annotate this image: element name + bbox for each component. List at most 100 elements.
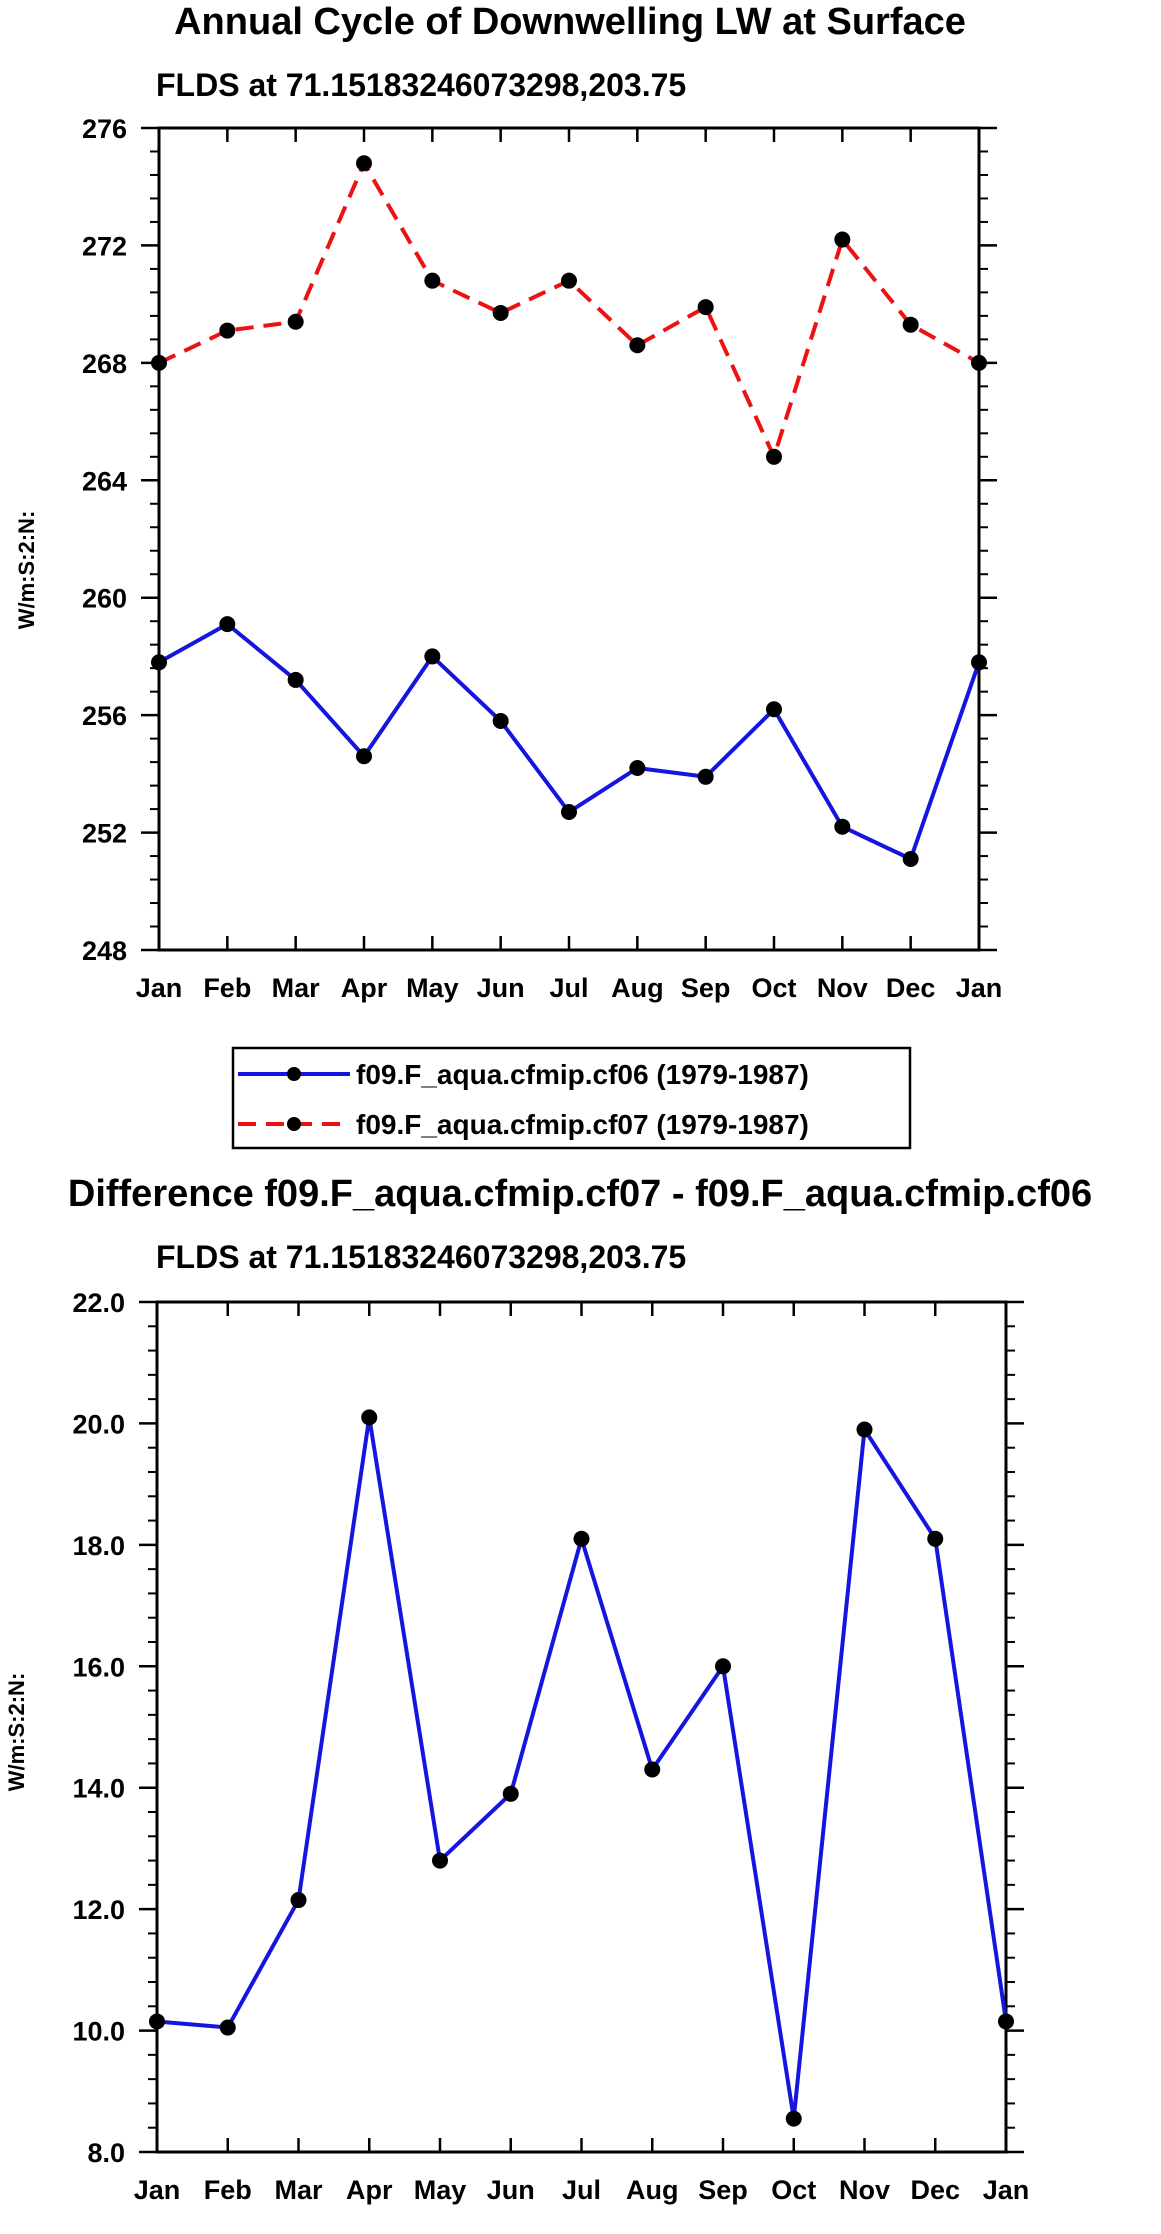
chart2-y-tick-label: 20.0: [72, 1409, 125, 1439]
chart1-y-tick-label: 268: [82, 349, 127, 379]
chart1-y-tick-label: 256: [82, 701, 127, 731]
chart1-x-tick-label: Feb: [203, 973, 251, 1003]
chart1-plot: Jan Feb Mar Apr May Jun Jul Aug Sep Oct Nov Dec Jan 2…: [82, 114, 1002, 1003]
chart1-series-1-point: [697, 768, 714, 785]
chart1-series-1-point: [902, 850, 919, 867]
chart1-title: Annual Cycle of Downwelling LW at Surfac…: [174, 1, 966, 43]
chart2-title: Difference f09.F_aqua.cfmip.cf07 - f09.F…: [68, 1173, 1092, 1215]
chart1-x-tick-label: Dec: [886, 973, 936, 1003]
chart2-series-1-point: [998, 2013, 1014, 2030]
chart1-y-tick-label: 260: [82, 584, 127, 614]
chart1-series-1-point: [424, 648, 441, 665]
chart2-x-tick-label: Mar: [274, 2175, 323, 2205]
chart2-series-1-point: [856, 1421, 873, 1438]
chart2-x-tick-label: Feb: [204, 2175, 252, 2205]
chart2-series-1-point: [644, 1761, 661, 1778]
chart1-y-tick-label: 272: [82, 231, 127, 261]
chart2-x-tick-label: Oct: [771, 2175, 816, 2205]
chart1-x-tick-label: Oct: [751, 973, 796, 1003]
chart1-x-tick-label: Jan: [956, 973, 1003, 1003]
chart1-series-1-point: [766, 701, 782, 718]
chart1-series-2-point: [697, 299, 714, 316]
chart1-series-2-point: [287, 313, 304, 330]
chart1-x-tick-label: Aug: [611, 973, 663, 1003]
chart2-series-1-point: [573, 1530, 590, 1547]
legend-marker-series-2: [287, 1117, 301, 1131]
chart2-subtitle: FLDS at 71.15183246073298,203.75: [156, 1239, 686, 1275]
chart2-x-tick-label: Dec: [910, 2175, 960, 2205]
chart1-series-1-point: [971, 654, 987, 671]
chart1-series-1-point: [492, 713, 509, 730]
chart1-y-tick-label: 276: [82, 114, 127, 144]
chart1-y-tick-label: 264: [82, 466, 127, 496]
chart2-series-1-line: [156, 1415, 1008, 2121]
chart2-x-tick-label: Jan: [983, 2175, 1030, 2205]
chart1-x-tick-label: Jul: [549, 973, 588, 1003]
chart2-x-tick-label: Jan: [134, 2175, 181, 2205]
chart1-series-1-point: [561, 804, 577, 821]
chart1-x-tick-label: Apr: [341, 973, 388, 1003]
chart2-x-tick-label: Jul: [562, 2175, 601, 2205]
chart1-subtitle: FLDS at 71.15183246073298,203.75: [156, 67, 686, 103]
chart1-x-tick-label: Jan: [136, 973, 183, 1003]
chart2-y-tick-label: 18.0: [72, 1531, 125, 1561]
chart2-series-1-point: [715, 1658, 731, 1675]
chart1-series-1-point: [356, 748, 372, 765]
chart2-series-1-point: [219, 2019, 236, 2036]
chart2-y-tick-label: 8.0: [87, 2138, 125, 2168]
chart1-series-2-point: [151, 354, 167, 371]
chart2-x-tick-label: Jun: [487, 2175, 535, 2205]
chart1-series-1-point: [287, 671, 304, 688]
chart1-series-2-line: [158, 161, 980, 459]
chart1-series-2-point: [629, 337, 646, 354]
chart2-series-1-point: [361, 1409, 378, 1426]
chart2-x-tick-label: Nov: [839, 2175, 890, 2205]
chart1-x-tick-label: May: [406, 973, 459, 1003]
chart1-y-tick-label: 252: [82, 819, 127, 849]
chart1-x-tick-label: Jun: [477, 973, 525, 1003]
chart2-x-tick-label: Aug: [626, 2175, 678, 2205]
legend-label-series-1: f09.F_aqua.cfmip.cf06 (1979-1987): [356, 1059, 809, 1090]
chart2-y-axis-label: W/m:S:2:N:: [4, 1673, 29, 1792]
chart1-series-2-point: [492, 304, 509, 321]
legend-marker-series-1: [287, 1067, 301, 1081]
chart2-series-1-point: [290, 1892, 307, 1909]
chart2-series-1-point: [927, 1530, 944, 1547]
chart1-x-tick-label: Sep: [681, 973, 731, 1003]
chart1-y-axis-label: W/m:S:2:N:: [14, 511, 39, 630]
chart2-series-1-point: [149, 2013, 165, 2030]
chart2-y-tick-label: 16.0: [72, 1652, 125, 1682]
chart2-series-1-point: [785, 2110, 802, 2127]
chart2-plot: Jan Feb Mar Apr May Jun Jul Aug Sep Oct Nov Dec Jan 8…: [72, 1288, 1029, 2205]
legend-label-series-2: f09.F_aqua.cfmip.cf07 (1979-1987): [356, 1109, 809, 1140]
chart1-legend: f09.F_aqua.cfmip.cf06 (1979-1987) f09.F_…: [231, 1046, 912, 1150]
chart1-series-2-point: [902, 316, 919, 333]
chart2-y-tick-label: 14.0: [72, 1774, 125, 1804]
chart2-x-tick-label: Apr: [346, 2175, 393, 2205]
chart2-y-tick-label: 10.0: [72, 2017, 125, 2047]
chart1-series-2-point: [356, 155, 372, 172]
chart1-y-tick-label: 248: [82, 936, 127, 966]
chart1-x-tick-label: Mar: [272, 973, 321, 1003]
chart2-series-1-point: [502, 1785, 519, 1802]
chart2-x-tick-label: Sep: [698, 2175, 748, 2205]
chart1-series-1-point: [629, 759, 646, 776]
chart1-series-1-line: [158, 622, 981, 861]
chart1-series-2-point: [561, 272, 577, 289]
chart1-series-2-point: [424, 272, 441, 289]
chart1-series-1-point: [219, 616, 236, 633]
chart1-x-tick-label: Nov: [817, 973, 868, 1003]
chart1-plot-frame: [157, 126, 981, 952]
chart1-series-2-point: [766, 448, 782, 465]
chart1-series-2-point: [834, 231, 851, 248]
chart1-series-2-point: [971, 354, 987, 371]
legend-box: [231, 1046, 912, 1150]
chart2-y-tick-label: 22.0: [72, 1288, 125, 1318]
chart1-series-2-point: [219, 322, 236, 339]
chart2-plot-frame: [155, 1300, 1008, 2154]
chart1-series-1-point: [834, 818, 851, 835]
chart2-x-tick-label: May: [414, 2175, 467, 2205]
chart2-y-tick-label: 12.0: [72, 1895, 125, 1925]
